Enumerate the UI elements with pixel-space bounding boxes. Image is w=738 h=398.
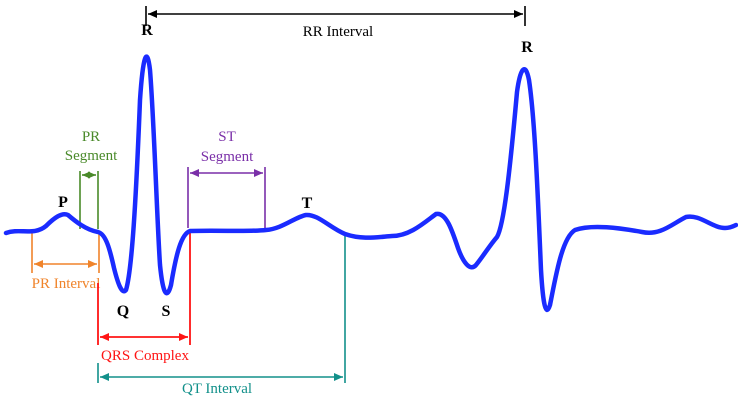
qt-interval-label: QT Interval <box>182 381 252 397</box>
qrs-complex-marker: QRS Complex <box>97 233 191 364</box>
q-wave-label: Q <box>117 303 129 320</box>
pr-interval-label: PR Interval <box>32 276 101 292</box>
ecg-trace-line <box>3 54 738 313</box>
st-segment-marker: ST Segment <box>187 129 266 228</box>
rr-interval-label-background <box>290 22 390 40</box>
st-segment-label-line1: ST <box>218 129 236 145</box>
pr-interval-marker: PR Interval <box>31 233 101 292</box>
pr-segment-label-line1: PR <box>82 129 100 145</box>
s-wave-label: S <box>162 303 171 320</box>
pr-segment-marker: PR Segment <box>65 129 118 229</box>
t-wave-label: T <box>302 195 313 212</box>
qt-interval-marker: QT Interval <box>97 234 346 397</box>
r-wave-label-first: R <box>141 22 153 39</box>
r-wave-label-second: R <box>521 39 533 56</box>
qrs-complex-label: QRS Complex <box>101 348 189 364</box>
rr-interval-marker: RR Interval <box>145 6 526 40</box>
pr-segment-label-line2: Segment <box>65 148 118 164</box>
p-wave-label: P <box>58 194 68 211</box>
st-segment-label-line2: Segment <box>201 149 254 165</box>
rr-interval-label: RR Interval <box>303 24 373 40</box>
